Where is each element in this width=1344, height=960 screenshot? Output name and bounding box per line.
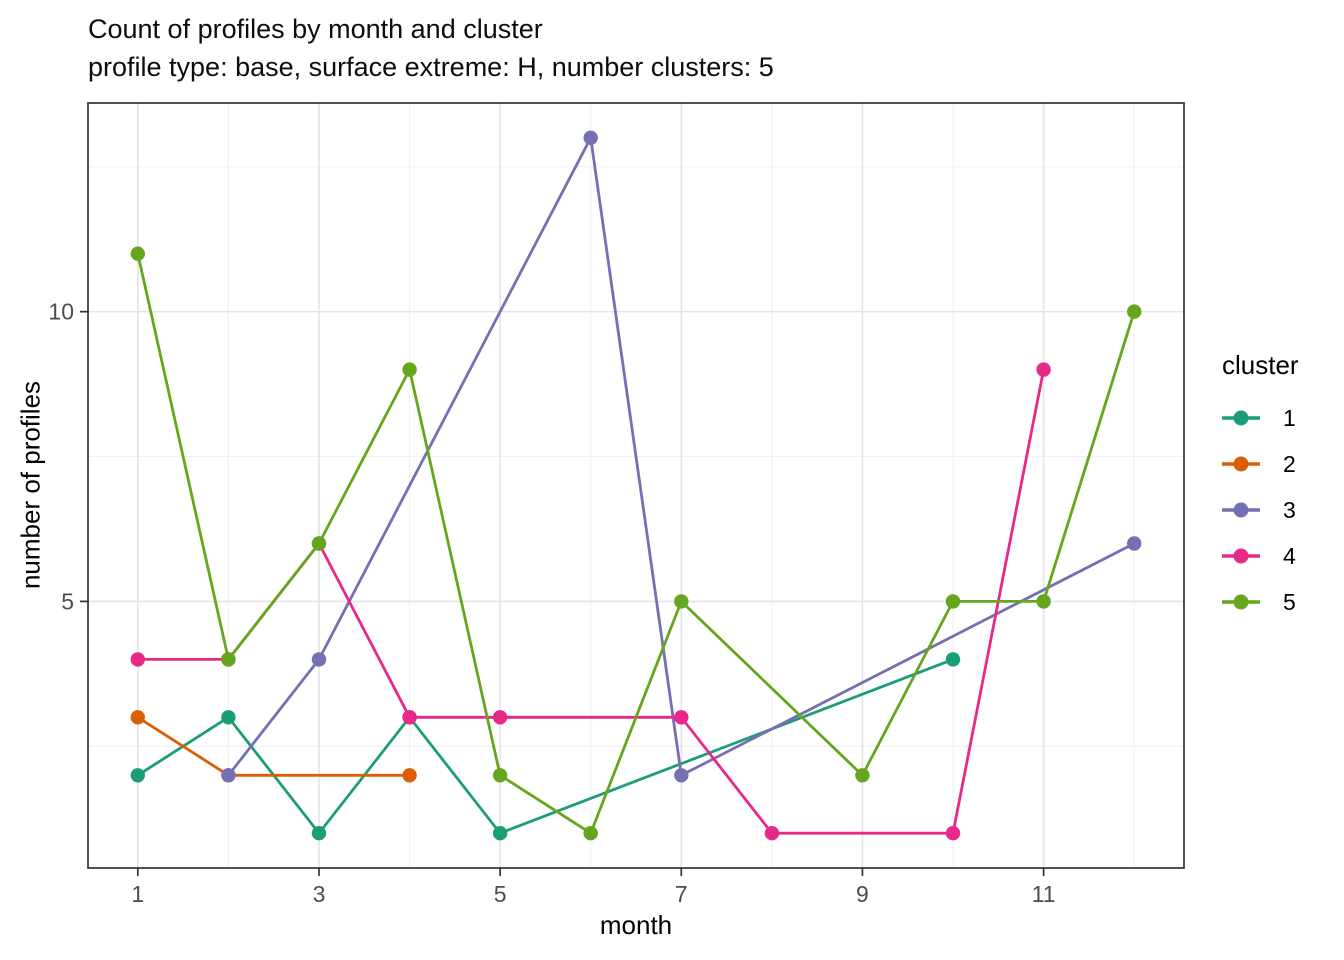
series-3-point[interactable] <box>311 652 327 667</box>
series-1-point[interactable] <box>221 710 236 725</box>
series-5-point[interactable] <box>945 594 961 609</box>
series-2-point[interactable] <box>402 768 417 783</box>
legend-key-icon <box>1222 594 1260 610</box>
legend: cluster 1 2 3 4 5 <box>1222 350 1342 625</box>
series-2-point[interactable] <box>130 710 145 725</box>
legend-item-5[interactable]: 5 <box>1222 579 1342 625</box>
legend-label: 5 <box>1283 588 1296 615</box>
y-axis-title: number of profiles <box>15 380 46 590</box>
series-3-point[interactable] <box>583 130 598 145</box>
legend-items: 1 2 3 4 5 <box>1222 395 1342 625</box>
x-tick-label: 11 <box>1032 881 1056 907</box>
series-5-point[interactable] <box>402 362 417 377</box>
series-5-point[interactable] <box>583 826 598 841</box>
legend-key-icon <box>1222 502 1260 518</box>
legend-item-3[interactable]: 3 <box>1222 487 1342 533</box>
series-1-point[interactable] <box>130 768 145 783</box>
series-4-point[interactable] <box>674 710 689 725</box>
series-1-point[interactable] <box>945 652 961 667</box>
legend-item-1[interactable]: 1 <box>1222 395 1342 441</box>
legend-label: 3 <box>1283 496 1296 523</box>
legend-item-4[interactable]: 4 <box>1222 533 1342 579</box>
series-4-point[interactable] <box>130 652 145 667</box>
panel-background <box>88 103 1184 868</box>
series-4-point[interactable] <box>402 710 417 725</box>
legend-key-icon <box>1222 548 1260 564</box>
legend-item-2[interactable]: 2 <box>1222 441 1342 487</box>
legend-title: cluster <box>1222 350 1299 380</box>
series-4-point[interactable] <box>492 710 508 725</box>
x-tick-label: 7 <box>675 881 688 907</box>
series-5-point[interactable] <box>1036 594 1051 609</box>
series-4-point[interactable] <box>764 826 780 841</box>
series-1-point[interactable] <box>311 826 327 841</box>
series-5-point[interactable] <box>1127 304 1142 319</box>
legend-label: 2 <box>1283 450 1296 477</box>
series-5-point[interactable] <box>221 652 236 667</box>
series-4-point[interactable] <box>1036 362 1051 377</box>
x-tick-label: 3 <box>313 881 326 907</box>
y-tick-label: 5 <box>61 588 74 614</box>
series-3-point[interactable] <box>221 768 236 783</box>
x-axis-title: month <box>599 910 673 940</box>
x-tick-label: 9 <box>856 881 869 907</box>
series-5-point[interactable] <box>492 768 508 783</box>
series-4-point[interactable] <box>945 826 961 841</box>
chart-subtitle: profile type: base, surface extreme: H, … <box>88 52 774 82</box>
legend-key-icon <box>1222 456 1260 472</box>
legend-label: 1 <box>1283 404 1296 431</box>
series-1-point[interactable] <box>492 826 508 841</box>
chart-title: Count of profiles by month and cluster <box>88 14 543 44</box>
x-tick-label: 1 <box>131 881 144 907</box>
legend-label: 4 <box>1283 542 1296 569</box>
series-5-point[interactable] <box>130 246 145 261</box>
legend-key-icon <box>1222 410 1260 426</box>
series-3-point[interactable] <box>1127 536 1142 551</box>
x-tick-label: 5 <box>494 881 507 907</box>
series-5-point[interactable] <box>855 768 870 783</box>
series-5-point[interactable] <box>674 594 689 609</box>
series-3-point[interactable] <box>674 768 689 783</box>
panel-border <box>87 102 1185 869</box>
y-tick-label: 10 <box>48 299 74 325</box>
series-5-point[interactable] <box>311 536 327 551</box>
